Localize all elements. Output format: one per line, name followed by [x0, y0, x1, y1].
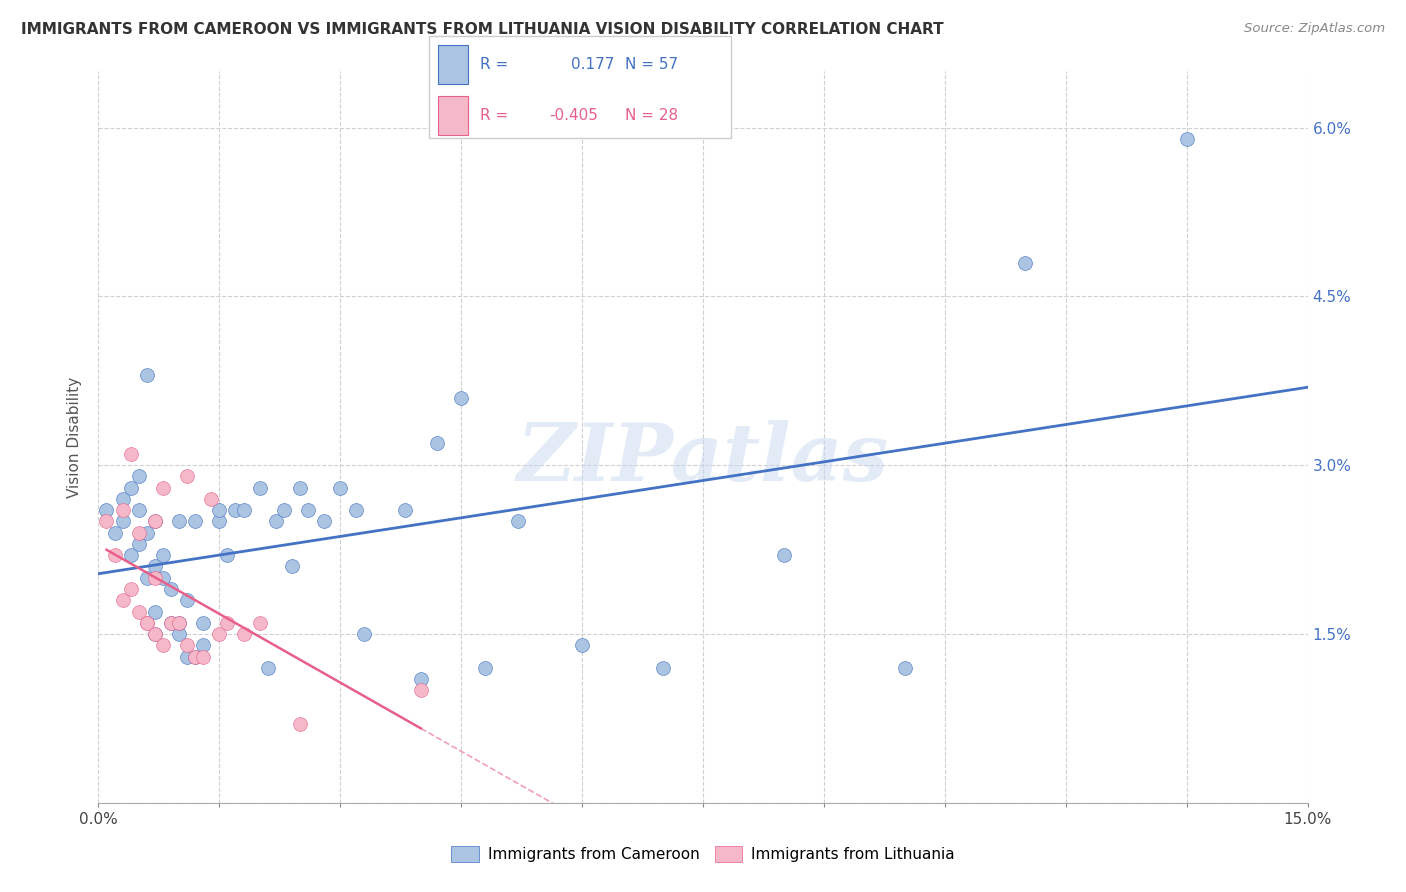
Point [217, 548, 239, 562]
Point [160, 615, 183, 630]
Point [160, 615, 183, 630]
Point [176, 593, 198, 607]
Point [128, 525, 150, 540]
Point [128, 537, 150, 551]
Point [143, 515, 166, 529]
FancyBboxPatch shape [437, 45, 468, 84]
Point [450, 391, 472, 405]
Point [1014, 255, 1036, 269]
Point [193, 615, 215, 630]
Point [232, 503, 254, 517]
Point [135, 615, 157, 630]
Text: 0.177: 0.177 [571, 57, 614, 72]
Point [143, 627, 166, 641]
Point [111, 515, 134, 529]
Point [143, 515, 166, 529]
Point [217, 615, 239, 630]
Point [111, 593, 134, 607]
Point [135, 368, 157, 383]
Point [249, 615, 271, 630]
Point [506, 515, 529, 529]
Point [208, 503, 231, 517]
Point [184, 515, 207, 529]
Point [143, 559, 166, 574]
Point [193, 638, 215, 652]
Point [96, 515, 118, 529]
Point [232, 627, 254, 641]
Text: ZIPatlas: ZIPatlas [517, 420, 889, 498]
Point [297, 503, 319, 517]
Point [273, 503, 295, 517]
Point [409, 683, 432, 698]
Point [651, 661, 673, 675]
Point [152, 548, 174, 562]
Point [120, 548, 142, 562]
Text: R =: R = [481, 108, 513, 123]
Point [264, 515, 287, 529]
Point [111, 491, 134, 506]
Point [193, 649, 215, 664]
Point [208, 627, 231, 641]
Point [249, 481, 271, 495]
Point [288, 481, 311, 495]
Point [571, 638, 593, 652]
Point [128, 503, 150, 517]
Point [208, 515, 231, 529]
Point [160, 582, 183, 596]
Point [111, 503, 134, 517]
Point [103, 548, 125, 562]
Point [281, 559, 304, 574]
Text: Source: ZipAtlas.com: Source: ZipAtlas.com [1244, 22, 1385, 36]
Point [426, 435, 449, 450]
Point [200, 491, 222, 506]
Point [120, 582, 142, 596]
Point [167, 615, 190, 630]
Point [135, 525, 157, 540]
Point [152, 638, 174, 652]
Point [893, 661, 915, 675]
Point [120, 447, 142, 461]
Point [176, 638, 198, 652]
Point [128, 605, 150, 619]
Point [167, 615, 190, 630]
FancyBboxPatch shape [429, 36, 731, 138]
Text: IMMIGRANTS FROM CAMEROON VS IMMIGRANTS FROM LITHUANIA VISION DISABILITY CORRELAT: IMMIGRANTS FROM CAMEROON VS IMMIGRANTS F… [21, 22, 943, 37]
Point [128, 469, 150, 483]
Point [329, 481, 352, 495]
FancyBboxPatch shape [437, 96, 468, 136]
Point [152, 481, 174, 495]
Point [120, 481, 142, 495]
Point [772, 548, 794, 562]
Point [103, 525, 125, 540]
Point [256, 661, 278, 675]
Text: R =: R = [481, 57, 513, 72]
Point [184, 649, 207, 664]
Text: -0.405: -0.405 [550, 108, 599, 123]
Point [135, 615, 157, 630]
Point [167, 515, 190, 529]
Point [143, 627, 166, 641]
Point [409, 672, 432, 686]
Point [353, 627, 375, 641]
Text: N = 57: N = 57 [626, 57, 679, 72]
Point [224, 503, 246, 517]
Point [96, 503, 118, 517]
Text: N = 28: N = 28 [626, 108, 679, 123]
Point [176, 649, 198, 664]
Point [167, 627, 190, 641]
Point [344, 503, 367, 517]
Point [474, 661, 496, 675]
Point [394, 503, 416, 517]
Point [184, 649, 207, 664]
Point [143, 571, 166, 585]
Y-axis label: Vision Disability: Vision Disability [67, 376, 83, 498]
Point [288, 717, 311, 731]
Point [135, 571, 157, 585]
Point [143, 605, 166, 619]
Legend: Immigrants from Cameroon, Immigrants from Lithuania: Immigrants from Cameroon, Immigrants fro… [444, 840, 962, 868]
Point [152, 571, 174, 585]
Point [176, 469, 198, 483]
Point [314, 515, 336, 529]
Point [1175, 132, 1198, 146]
